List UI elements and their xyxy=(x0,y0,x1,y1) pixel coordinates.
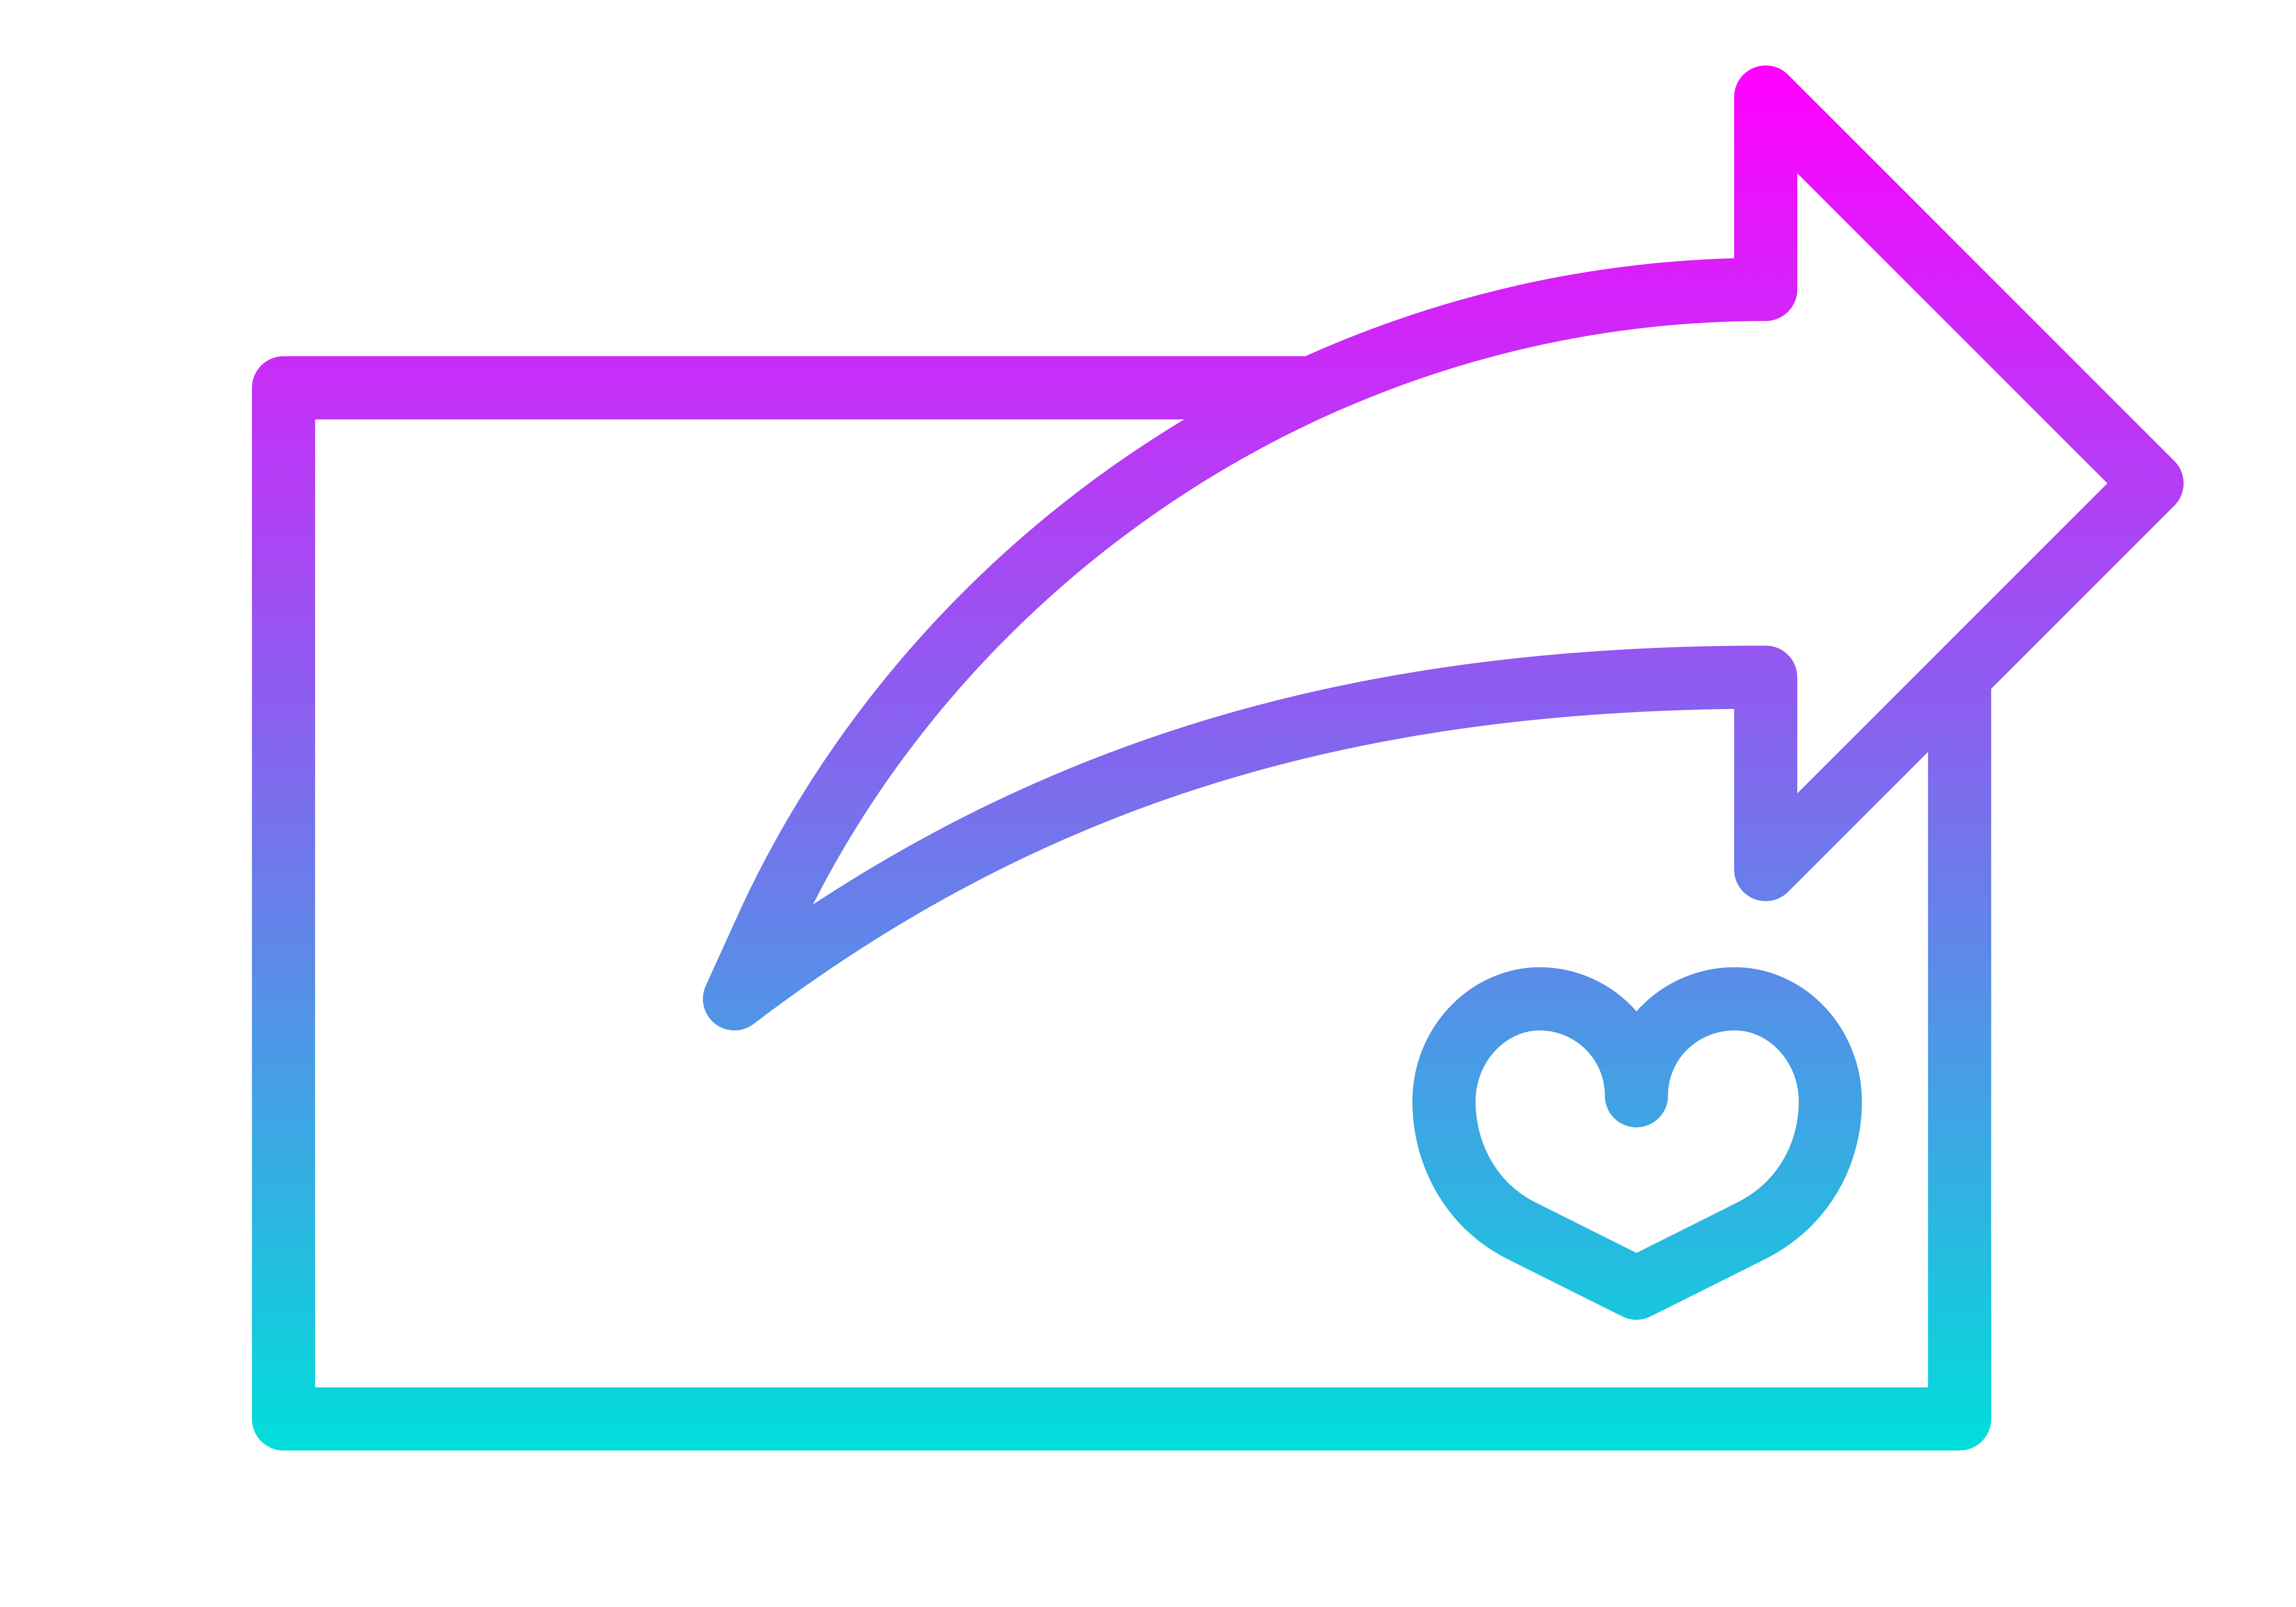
heart-icon xyxy=(1412,967,1862,1320)
curved-share-arrow-icon xyxy=(703,65,2184,1031)
box-icon xyxy=(252,356,1992,1451)
